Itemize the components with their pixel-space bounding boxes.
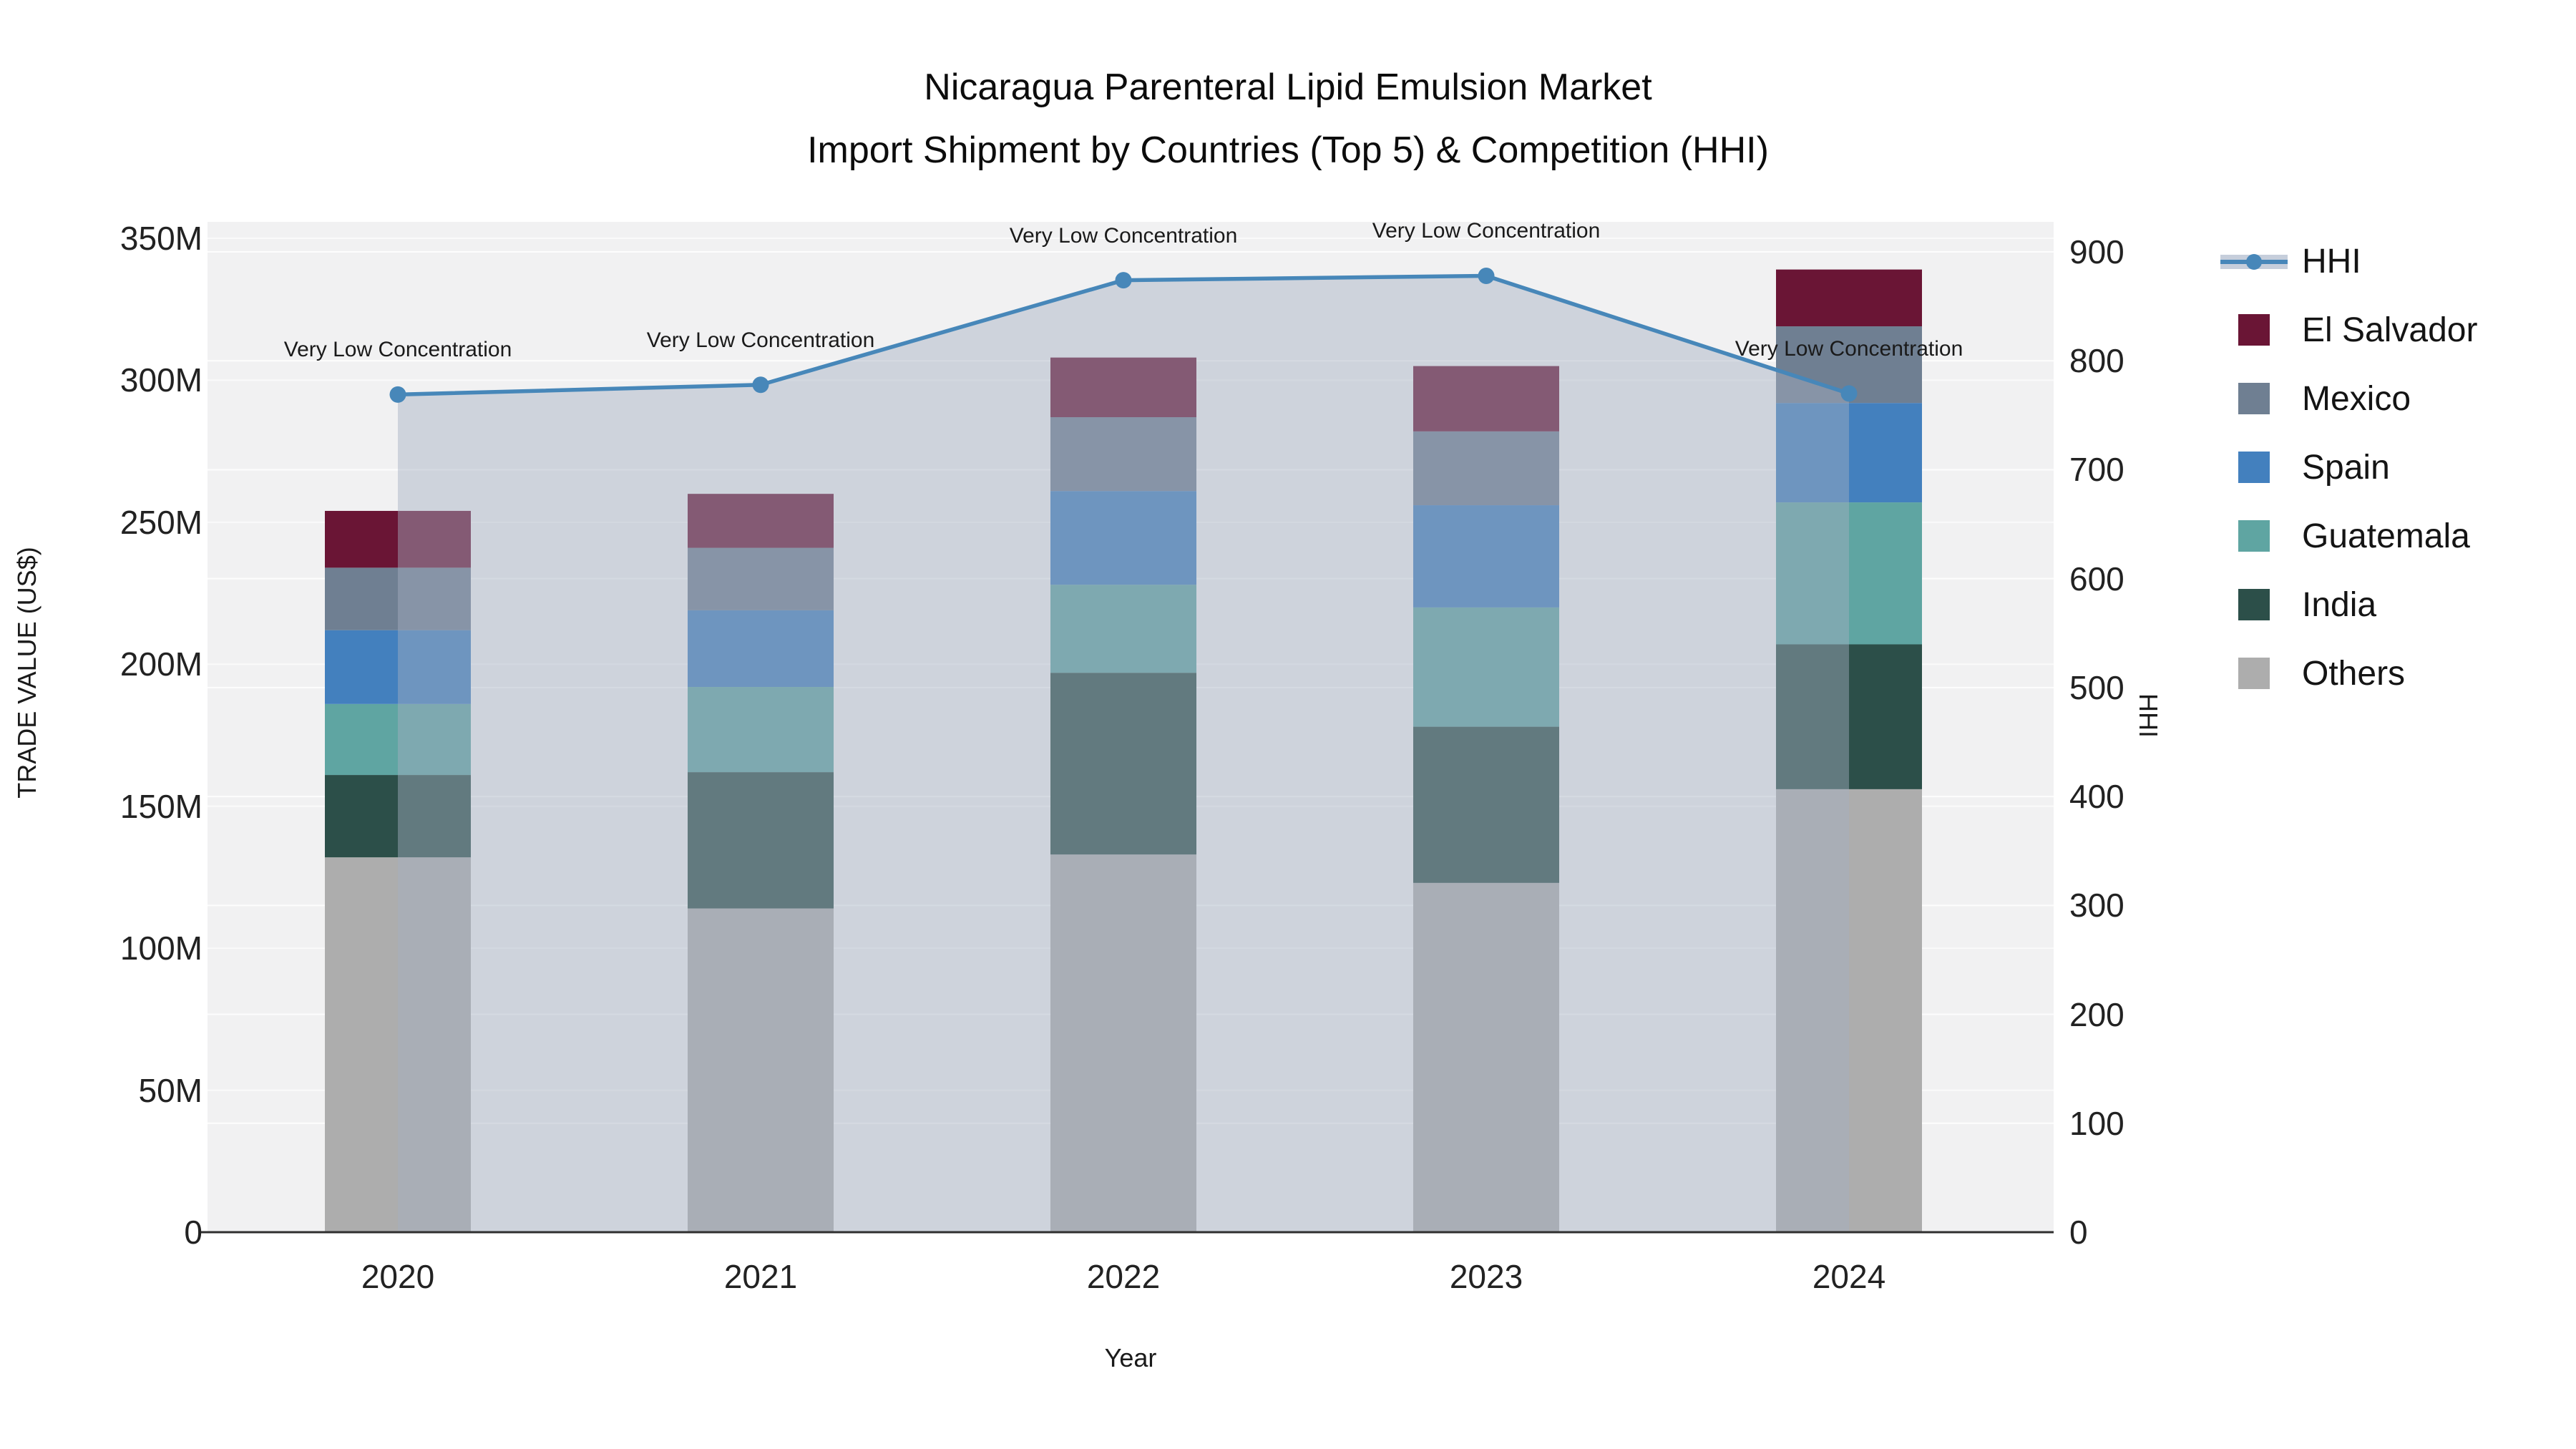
legend-swatch-icon — [2238, 658, 2270, 689]
chart-title-line1: Nicaragua Parenteral Lipid Emulsion Mark… — [924, 67, 1652, 108]
hhi-marker-2024[interactable] — [1840, 385, 1858, 402]
legend-item-others[interactable]: Others — [2207, 652, 2565, 695]
bar-segment-india-2022[interactable] — [1050, 673, 1196, 855]
legend-item-label: Mexico — [2302, 379, 2411, 418]
right-axis-tick: 500 — [2069, 668, 2124, 706]
right-axis-tick: 300 — [2069, 887, 2124, 924]
bar-segment-el-salvador-2024[interactable] — [1776, 269, 1922, 327]
left-axis-tick: 200M — [119, 645, 203, 683]
bar-segment-spain-2021[interactable] — [688, 610, 834, 688]
bar-segment-el-salvador-2022[interactable] — [1050, 357, 1196, 418]
bar-segment-spain-2024[interactable] — [1776, 403, 1922, 503]
legend-item-label: Guatemala — [2302, 517, 2470, 555]
bar-segment-spain-2022[interactable] — [1050, 491, 1196, 585]
bar-segment-mexico-2022[interactable] — [1050, 417, 1196, 492]
bar-segment-guatemala-2023[interactable] — [1413, 607, 1559, 727]
left-axis-tick: 350M — [119, 220, 203, 257]
legend-item-hhi[interactable]: HHI — [2207, 240, 2565, 283]
left-axis-tick: 150M — [119, 787, 203, 825]
right-axis-tick: 900 — [2069, 233, 2124, 270]
bar-segment-guatemala-2020[interactable] — [325, 703, 471, 776]
x-axis-title: Year — [1104, 1343, 1157, 1372]
legend-item-label: Others — [2302, 654, 2406, 693]
bar-segment-mexico-2021[interactable] — [688, 547, 834, 610]
right-axis-tick: 700 — [2069, 451, 2124, 489]
legend-item-el-salvador[interactable]: El Salvador — [2207, 308, 2565, 351]
hhi-legend-sample-icon — [2220, 245, 2288, 277]
annotation-2024: Very Low Concentration — [1735, 336, 1963, 361]
left-axis-tick: 50M — [138, 1071, 203, 1109]
legend-item-label: Spain — [2302, 448, 2390, 487]
bar-segment-others-2022[interactable] — [1050, 854, 1196, 1232]
bar-segment-guatemala-2024[interactable] — [1776, 502, 1922, 645]
bar-segment-el-salvador-2020[interactable] — [325, 510, 471, 568]
x-axis-tick-2021: 2021 — [723, 1258, 798, 1295]
legend-swatch-icon — [2238, 452, 2270, 483]
legend-item-label: India — [2302, 585, 2377, 624]
legend-item-guatemala[interactable]: Guatemala — [2207, 514, 2565, 557]
hhi-marker-icon — [2246, 254, 2262, 270]
hhi-area-fill — [398, 275, 1849, 1232]
bar-segment-india-2020[interactable] — [325, 775, 471, 858]
right-axis-tick: 600 — [2069, 560, 2124, 597]
right-axis-title: HHI — [2134, 693, 2163, 738]
legend-item-india[interactable]: India — [2207, 583, 2565, 626]
bar-segment-el-salvador-2023[interactable] — [1413, 366, 1559, 431]
legend-swatch-icon — [2238, 314, 2270, 346]
legend-item-label: HHI — [2302, 242, 2361, 280]
right-axis-tick: 100 — [2069, 1104, 2124, 1142]
hhi-marker-2022[interactable] — [1115, 272, 1132, 289]
bar-segment-mexico-2023[interactable] — [1413, 431, 1559, 506]
right-axis-tick: 800 — [2069, 342, 2124, 380]
right-axis-tick: 400 — [2069, 778, 2124, 816]
left-axis-tick: 0 — [184, 1214, 203, 1251]
x-axis-tick-2024: 2024 — [1812, 1258, 1886, 1295]
annotation-2020: Very Low Concentration — [283, 338, 512, 362]
x-axis-tick-2022: 2022 — [1086, 1258, 1161, 1295]
legend-item-label: El Salvador — [2302, 311, 2478, 349]
bar-segment-others-2024[interactable] — [1776, 789, 1922, 1232]
x-axis-tick-2020: 2020 — [361, 1258, 435, 1295]
annotation-2021: Very Low Concentration — [646, 328, 875, 352]
left-axis-tick: 250M — [119, 503, 203, 541]
legend-swatch-icon — [2238, 520, 2270, 552]
bar-segment-others-2020[interactable] — [325, 857, 471, 1232]
chart-title-line2: Import Shipment by Countries (Top 5) & C… — [807, 130, 1769, 171]
bar-segment-others-2021[interactable] — [688, 908, 834, 1232]
x-axis-tick-2023: 2023 — [1449, 1258, 1523, 1295]
legend-swatch-icon — [2238, 383, 2270, 414]
annotation-2023: Very Low Concentration — [1372, 219, 1601, 243]
annotation-2022: Very Low Concentration — [1009, 223, 1238, 248]
legend-item-spain[interactable]: Spain — [2207, 446, 2565, 489]
bar-segment-others-2023[interactable] — [1413, 882, 1559, 1232]
bar-segment-spain-2020[interactable] — [325, 630, 471, 704]
bar-segment-india-2021[interactable] — [688, 772, 834, 909]
bar-segment-guatemala-2022[interactable] — [1050, 585, 1196, 673]
legend-item-mexico[interactable]: Mexico — [2207, 377, 2565, 420]
hhi-marker-2021[interactable] — [752, 376, 769, 394]
bar-segment-guatemala-2021[interactable] — [688, 687, 834, 773]
bar-segment-spain-2023[interactable] — [1413, 505, 1559, 608]
right-axis-tick: 0 — [2069, 1214, 2088, 1251]
left-axis-tick: 300M — [119, 361, 203, 399]
bar-segment-india-2024[interactable] — [1776, 644, 1922, 789]
left-axis-tick: 100M — [119, 930, 203, 967]
legend-swatch-icon — [2238, 589, 2270, 620]
bar-segment-el-salvador-2021[interactable] — [688, 494, 834, 548]
hhi-marker-2023[interactable] — [1478, 267, 1495, 284]
hhi-marker-2020[interactable] — [389, 386, 406, 403]
right-axis-tick: 200 — [2069, 995, 2124, 1033]
bar-segment-india-2023[interactable] — [1413, 726, 1559, 883]
bar-segment-mexico-2020[interactable] — [325, 567, 471, 630]
